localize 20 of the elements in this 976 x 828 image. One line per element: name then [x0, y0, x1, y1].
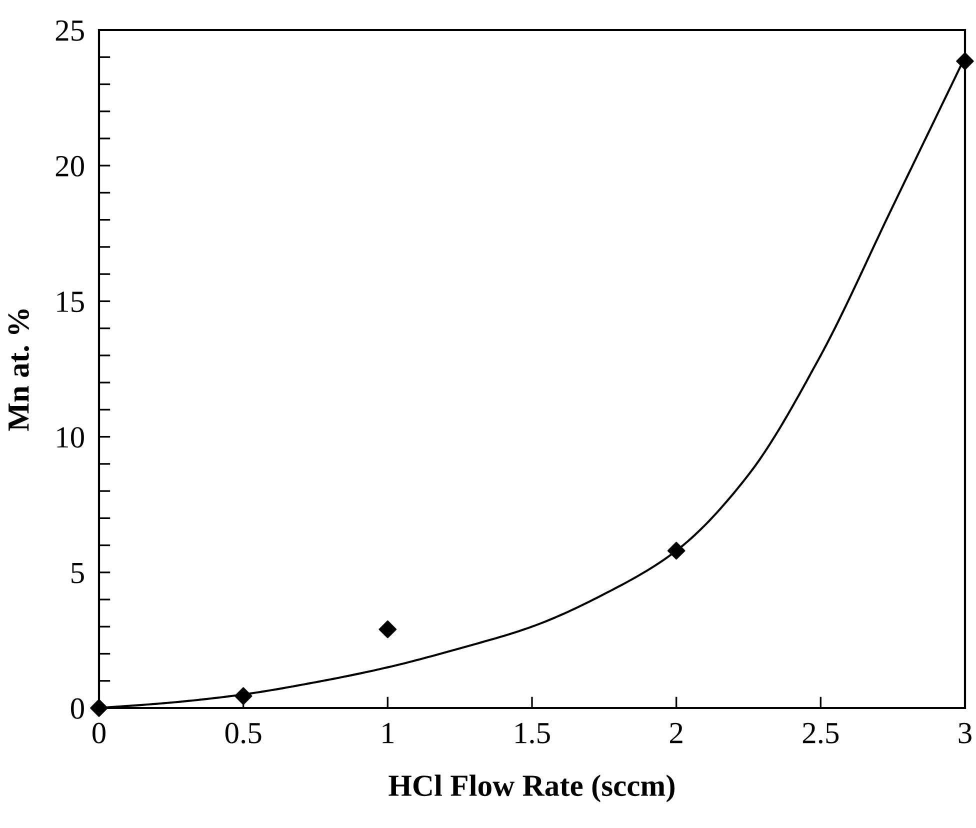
point: [956, 52, 974, 70]
x-tick-label: 2.5: [802, 722, 839, 744]
y-axis-title: Mn at. %: [8, 309, 30, 431]
point: [667, 542, 686, 560]
x-tick-label: 1.5: [516, 722, 550, 744]
y-tick-label: 0: [71, 698, 84, 719]
y-tick-label: 25: [56, 20, 84, 41]
y-tick-label: 15: [57, 292, 84, 312]
point: [90, 699, 108, 717]
x-axis-title: HCl Flow Rate (sccm): [388, 774, 674, 802]
y-tick-label: 5: [72, 562, 84, 584]
y-tick-label: 10: [57, 427, 84, 448]
x-tick-label: 2: [670, 722, 682, 744]
x-tick-label: 0: [92, 722, 106, 744]
point: [234, 687, 252, 705]
point: [378, 620, 397, 638]
x-tick-label: 1: [382, 722, 394, 744]
y-tick-label: 20: [56, 156, 84, 176]
x-tick-label: 0.5: [225, 722, 262, 744]
x-tick-label: 3: [958, 722, 972, 744]
